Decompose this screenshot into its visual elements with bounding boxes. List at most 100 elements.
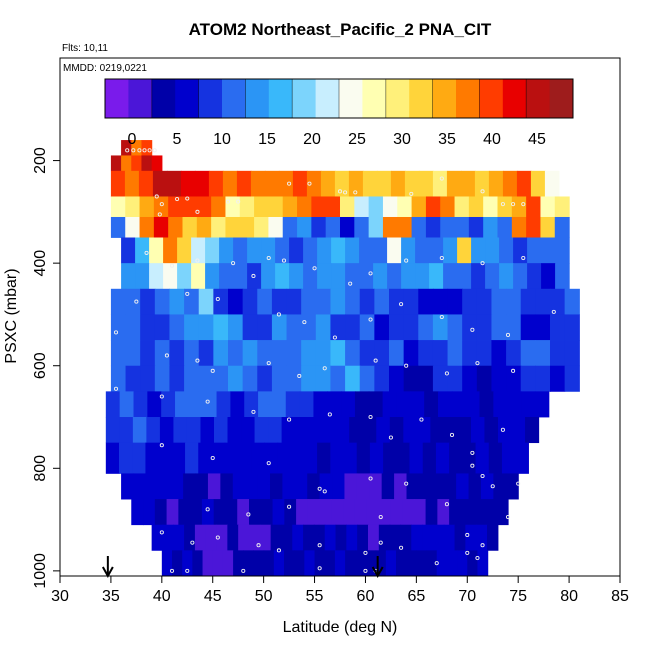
- heatmap-cell: [354, 196, 370, 218]
- heatmap-cell: [297, 196, 312, 218]
- heatmap-cell: [403, 288, 419, 315]
- heatmap-cell: [530, 170, 546, 197]
- heatmap-cell: [491, 288, 507, 315]
- heatmap-cell: [110, 216, 126, 238]
- colorbar-tick-label: 15: [258, 131, 276, 148]
- heatmap-cell: [436, 550, 448, 577]
- heatmap-cell: [368, 524, 380, 551]
- heatmap-cell: [485, 263, 500, 290]
- sample-marker: [241, 568, 246, 573]
- heatmap-cell: [476, 340, 493, 367]
- heatmap-cell: [541, 263, 556, 290]
- colorbar-tick-label: 10: [213, 131, 231, 148]
- heatmap-cell: [432, 340, 449, 367]
- heatmap-cell: [228, 314, 244, 341]
- heatmap-cell: [365, 550, 377, 577]
- heatmap-cell: [375, 550, 387, 577]
- heatmap-cell: [476, 524, 488, 551]
- sample-marker: [475, 556, 480, 561]
- heatmap-cell: [511, 216, 527, 238]
- heatmap-cell: [389, 314, 405, 341]
- heatmap-cell: [247, 237, 262, 264]
- x-tick-label: 40: [153, 588, 171, 605]
- heatmap-cell: [411, 196, 427, 218]
- heatmap-cell: [201, 499, 215, 526]
- heatmap-cell: [132, 442, 147, 474]
- heatmap-cell: [268, 216, 284, 238]
- sample-marker: [551, 309, 556, 314]
- heatmap-cell: [397, 216, 413, 238]
- x-tick-label: 60: [357, 588, 375, 605]
- heatmap-cell: [284, 499, 297, 526]
- colorbar-tick-label: 30: [393, 131, 411, 148]
- sample-marker: [465, 532, 470, 538]
- sample-marker: [480, 543, 485, 548]
- sample-marker: [480, 473, 485, 479]
- heatmap-cell: [132, 417, 147, 444]
- heatmap-cell: [301, 365, 317, 392]
- heatmap-cell: [454, 196, 470, 218]
- heatmap-cell: [327, 391, 342, 418]
- heatmap-cell: [168, 196, 184, 218]
- heatmap-cell: [190, 499, 203, 526]
- heatmap-cell: [141, 155, 153, 172]
- y-tick-label: 400: [32, 250, 49, 277]
- heatmap-cell: [225, 499, 238, 526]
- heatmap-cell: [443, 524, 456, 551]
- heatmap-cell: [110, 340, 127, 367]
- heatmap-cell: [502, 170, 518, 197]
- heatmap-cell: [244, 391, 259, 418]
- heatmap-cell: [418, 170, 434, 197]
- heatmap-cell: [282, 473, 296, 500]
- heatmap-cell: [400, 524, 412, 551]
- heatmap-cell: [362, 417, 377, 444]
- heatmap-cell: [345, 365, 361, 392]
- heatmap-cell: [270, 524, 283, 551]
- heatmap-cell: [158, 442, 173, 474]
- heatmap-cell: [415, 263, 430, 290]
- sample-marker: [363, 550, 368, 555]
- x-tick-label: 35: [102, 588, 120, 605]
- heatmap-cell: [154, 288, 171, 315]
- sample-marker: [434, 561, 439, 566]
- heatmap-cell: [121, 263, 136, 290]
- sample-marker: [164, 353, 169, 358]
- sample-marker: [225, 199, 231, 204]
- heatmap-cells: [105, 140, 580, 577]
- heatmap-cell: [472, 499, 486, 526]
- heatmap-cell: [540, 216, 556, 238]
- heatmap-cell: [430, 417, 445, 444]
- heatmap-cell: [242, 288, 258, 315]
- x-tick-label: 85: [611, 588, 629, 605]
- y-tick-label: 600: [32, 352, 49, 379]
- heatmap-cell: [359, 263, 374, 290]
- heatmap-cell: [387, 263, 402, 290]
- heatmap-cell: [202, 550, 214, 577]
- heatmap-cell: [554, 196, 570, 218]
- heatmap-cell: [550, 314, 566, 341]
- heatmap-cell: [299, 391, 315, 418]
- heatmap-cell: [135, 237, 150, 264]
- heatmap-cell: [135, 263, 150, 290]
- sample-marker: [175, 196, 180, 202]
- heatmap-cell: [317, 263, 332, 290]
- heatmap-cell: [271, 340, 288, 367]
- heatmap-cell: [331, 237, 346, 264]
- sample-marker: [154, 194, 159, 199]
- heatmap-cell: [307, 499, 321, 526]
- heatmap-cell: [213, 499, 227, 526]
- heatmap-cell: [222, 170, 238, 197]
- colorbar-swatch: [198, 79, 223, 118]
- heatmap-cell: [418, 288, 434, 315]
- x-tick-label: 50: [255, 588, 273, 605]
- heatmap-cell: [125, 365, 141, 392]
- heatmap-cell: [125, 288, 141, 315]
- sample-marker: [444, 371, 449, 376]
- heatmap-cell: [506, 340, 522, 367]
- heatmap-cell: [343, 442, 358, 474]
- heatmap-cell: [294, 550, 305, 577]
- sample-marker: [470, 327, 475, 332]
- x-axis-label: Latitude (deg N): [283, 619, 398, 636]
- colorbar-tick-label: 0: [128, 131, 137, 148]
- sample-marker: [516, 481, 521, 486]
